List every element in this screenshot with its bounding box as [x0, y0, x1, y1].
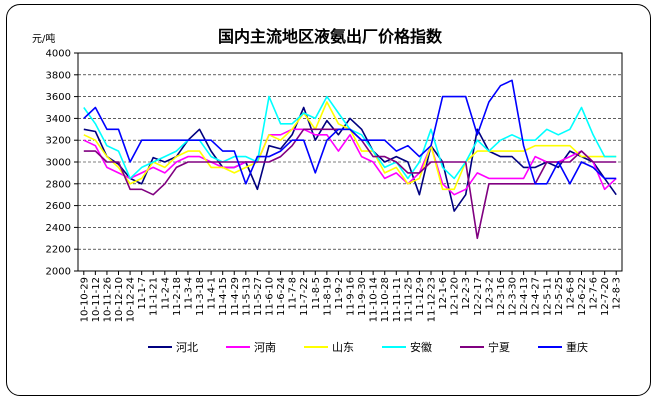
y-tick-label: 3400 [46, 114, 71, 125]
x-tick-label: 11-6-10 [264, 277, 275, 316]
x-tick-label: 11-3-18 [195, 277, 206, 316]
x-tick-label: 11-5-27 [253, 277, 264, 316]
chart-frame [6, 4, 651, 396]
y-tick-label: 2000 [46, 267, 71, 278]
x-tick-label: 10-11-26 [102, 277, 113, 322]
data-series [83, 79, 617, 240]
x-tick-label: 11-1-21 [149, 277, 160, 316]
chart-title: 国内主流地区液氨出厂价格指数 [218, 27, 443, 46]
x-tick-label: 12-3-30 [508, 277, 519, 316]
x-axis-ticks: 10-10-29 10-11-12 10-11-26 10-12-10 10-12-24… [79, 271, 623, 322]
x-tick-label: 11-8-19 [322, 277, 333, 316]
x-tick-label: 12-4-13 [519, 277, 530, 316]
y-tick-label: 4000 [46, 49, 71, 60]
legend-label: 安徽 [410, 340, 432, 354]
y-axis-unit-label: 元/吨 [32, 32, 55, 45]
x-tick-label: 12-7-6 [589, 277, 600, 310]
legend-label: 重庆 [566, 340, 588, 354]
x-tick-label: 11-4-1 [207, 277, 218, 310]
x-tick-label: 12-3-2 [484, 277, 495, 310]
x-tick-label: 10-10-29 [79, 277, 90, 322]
x-tick-label: 11-9-2 [334, 277, 345, 310]
x-tick-label: 11-7-22 [299, 277, 310, 316]
series-line-河南 [83, 128, 617, 196]
x-tick-label: 11-1-7 [137, 277, 148, 310]
y-tick-label: 3800 [46, 70, 71, 81]
x-tick-label: 12-5-25 [554, 277, 565, 316]
x-tick-label: 12-2-17 [473, 277, 484, 316]
x-tick-label: 11-9-16 [346, 277, 357, 316]
plot-area [77, 52, 623, 272]
x-tick-label: 11-6-24 [276, 277, 287, 316]
legend-label: 河南 [254, 341, 276, 354]
x-tick-label: 10-11-12 [91, 277, 102, 322]
x-tick-label: 11-10-14 [369, 277, 380, 322]
legend: 河北 河南 山东 安徽 宁夏 重庆 [148, 340, 588, 354]
legend-label: 河北 [176, 341, 198, 354]
x-tick-label: 12-4-27 [531, 277, 542, 316]
x-tick-label: 12-6-22 [577, 277, 588, 316]
x-tick-label: 11-3-4 [183, 277, 194, 310]
x-tick-label: 11-4-29 [230, 277, 241, 316]
y-tick-label: 2800 [46, 179, 71, 190]
x-tick-label: 11-12-9 [415, 277, 426, 316]
x-tick-label: 11-7-8 [288, 277, 299, 310]
plot-border [77, 52, 623, 272]
x-tick-label: 11-4-15 [218, 277, 229, 316]
x-tick-label: 11-12-23 [427, 277, 438, 322]
y-tick-label: 2600 [46, 201, 71, 212]
x-tick-label: 12-6-8 [565, 277, 576, 310]
y-tick-label: 2200 [46, 245, 71, 256]
x-tick-label: 12-2-3 [461, 277, 472, 310]
x-tick-label: 11-11-25 [403, 277, 414, 322]
y-tick-label: 3600 [46, 92, 71, 103]
series-line-重庆 [83, 79, 617, 185]
y-tick-label: 3000 [46, 158, 71, 169]
y-tick-label: 2400 [46, 223, 71, 234]
x-tick-label: 10-12-24 [126, 277, 137, 322]
y-tick-label: 3200 [46, 136, 71, 147]
x-tick-label: 12-7-20 [600, 277, 611, 316]
legend-label: 山东 [332, 341, 354, 354]
x-tick-label: 12-5-11 [542, 277, 553, 316]
x-tick-label: 12-1-6 [438, 277, 449, 310]
x-tick-label: 12-8-3 [612, 277, 623, 310]
x-tick-label: 11-9-30 [357, 277, 368, 316]
x-tick-label: 11-2-18 [172, 277, 183, 316]
y-axis-ticks: 2000 2200 2400 2600 2800 3000 3200 3400 3600 3800… [46, 49, 78, 278]
x-tick-label: 12-3-16 [496, 277, 507, 316]
x-tick-label: 11-2-4 [160, 277, 171, 310]
x-tick-label: 11-11-11 [392, 277, 403, 322]
x-tick-label: 11-10-28 [380, 277, 391, 322]
x-tick-label: 11-8-5 [311, 277, 322, 310]
x-tick-label: 11-5-13 [241, 277, 252, 316]
x-tick-label: 12-1-20 [450, 277, 461, 316]
grid-lines [78, 74, 622, 250]
series-line-河北 [83, 106, 617, 212]
x-tick-label: 10-12-10 [114, 277, 125, 322]
series-line-山东 [83, 101, 617, 191]
legend-label: 宁夏 [488, 340, 510, 354]
